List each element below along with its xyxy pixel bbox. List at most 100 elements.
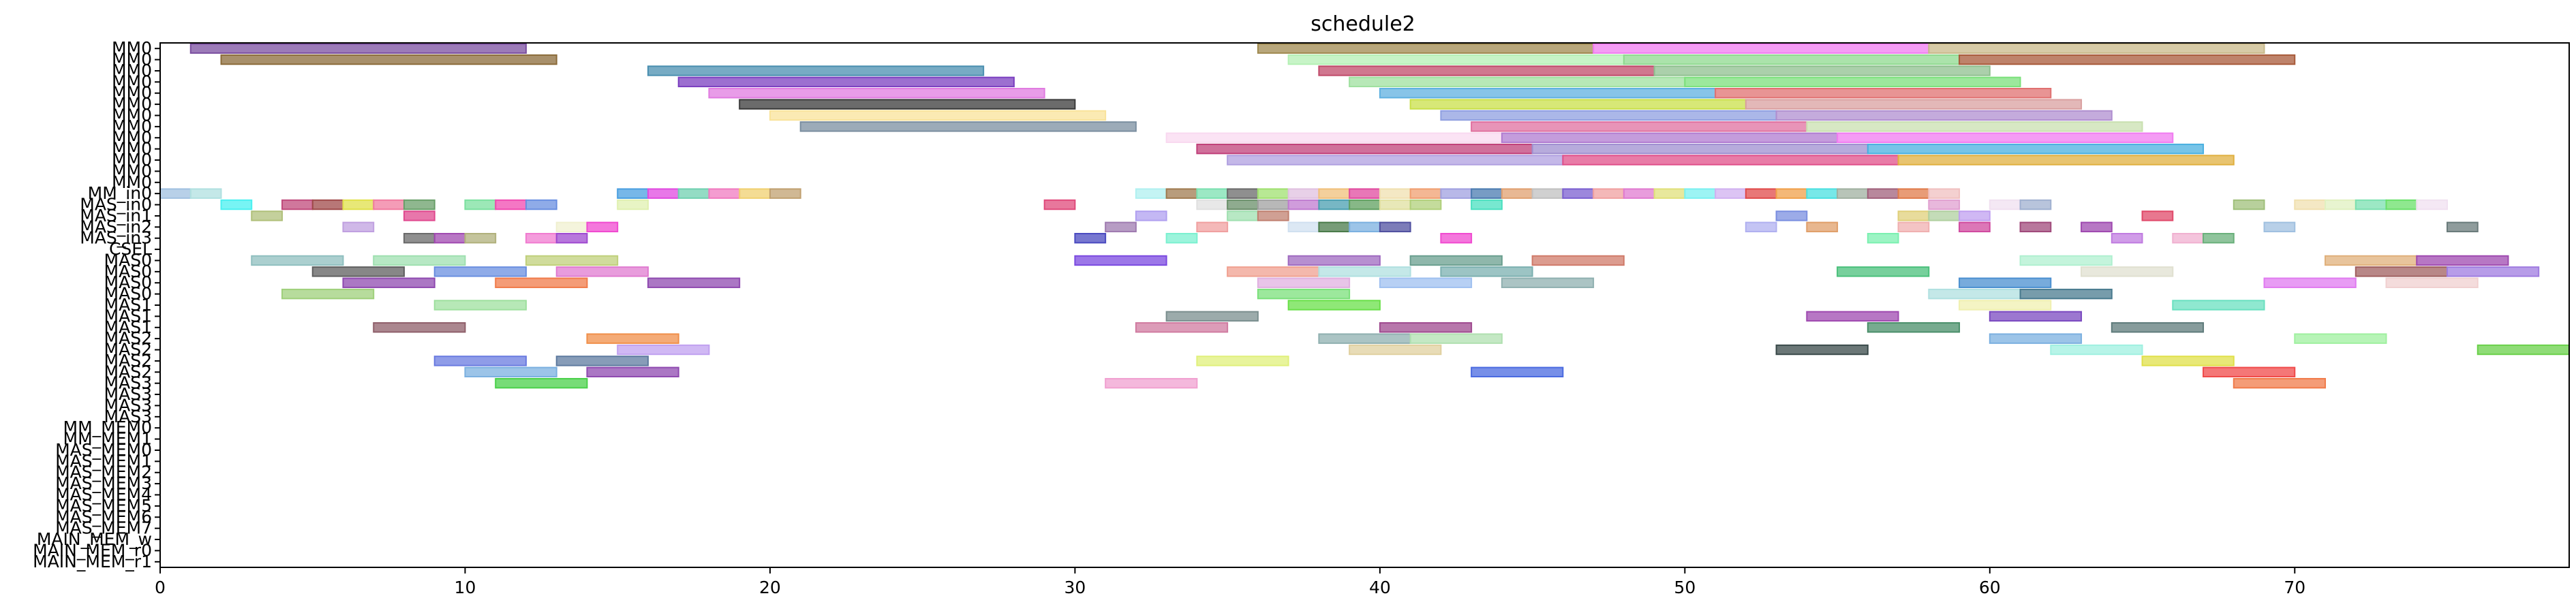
gantt-bar (1349, 188, 1381, 199)
gantt-bar (1287, 300, 1381, 311)
gantt-bar (1379, 199, 1411, 210)
gantt-bar (1653, 65, 1991, 76)
gantt-bar (2019, 288, 2113, 300)
y-tick-label: MAS_in1 (80, 206, 152, 225)
gantt-bar (1165, 132, 1503, 143)
gantt-bar (647, 65, 985, 76)
y-tick-label: MAS1 (104, 306, 152, 326)
x-tick-label: 0 (155, 578, 166, 597)
gantt-bar (1928, 43, 2265, 54)
y-tick-label: MM0 (112, 139, 152, 159)
gantt-bar (1928, 288, 2021, 300)
gantt-bar (677, 76, 1015, 88)
gantt-bar (1593, 188, 1625, 199)
gantt-bar (1379, 88, 1717, 99)
gantt-bar (189, 188, 222, 199)
y-tick-label: MAIN_MEM_r1 (33, 552, 152, 571)
gantt-bar (464, 199, 497, 210)
y-axis: MM0MM0MM0MM0MM0MM0MM0MM0MM0MM0MM0MM0MM0M… (33, 38, 160, 571)
gantt-bar (1440, 232, 1473, 244)
gantt-bar (342, 277, 435, 288)
gantt-bar (342, 221, 375, 233)
gantt-bar (1531, 143, 1869, 155)
gantt-bar (1318, 65, 1655, 76)
gantt-bar (1379, 188, 1411, 199)
gantt-bar (2172, 300, 2265, 311)
y-tick-label: CSEL (109, 239, 152, 259)
gantt-bar (1562, 188, 1595, 199)
gantt-bar (1196, 199, 1229, 210)
y-tick-label: MM_MEM1 (63, 429, 152, 449)
gantt-bar (2203, 366, 2296, 378)
y-tick-label: MAS_MEM7 (55, 518, 152, 538)
gantt-bar (1501, 277, 1595, 288)
gantt-bar (2325, 255, 2418, 266)
gantt-bar (281, 199, 313, 210)
y-tick-label: MM0 (112, 150, 152, 170)
gantt-bar (1227, 188, 1259, 199)
gantt-bar (1135, 188, 1167, 199)
gantt-bar (677, 188, 710, 199)
gantt-bar (1806, 221, 1839, 233)
gantt-bar (220, 54, 557, 65)
gantt-bar (1867, 232, 1899, 244)
gantt-bar (2233, 199, 2265, 210)
gantt-bar (2081, 221, 2113, 233)
gantt-bar (1287, 199, 1320, 210)
gantt-bar (1775, 210, 1808, 221)
gantt-bar (1349, 221, 1381, 233)
gantt-bar (799, 121, 1137, 132)
gantt-bar (373, 199, 405, 210)
gantt-bar (1959, 221, 1991, 233)
gantt-bar (1928, 199, 1961, 210)
gantt-bar (1531, 188, 1564, 199)
gantt-bar (2385, 199, 2418, 210)
gantt-bar (2416, 255, 2509, 266)
gantt-bar (220, 199, 253, 210)
gantt-bar (1928, 188, 1961, 199)
gantt-bar (1440, 188, 1473, 199)
gantt-bar (433, 300, 527, 311)
gantt-bar (1165, 188, 1198, 199)
y-tick-label: MAS_in2 (80, 217, 152, 236)
gantt-bar (1806, 311, 1899, 322)
gantt-bar (1897, 221, 1930, 233)
gantt-bar (1959, 54, 2296, 65)
gantt-bar (1257, 188, 1289, 199)
gantt-bar (525, 255, 619, 266)
gantt-bar (1196, 356, 1289, 366)
gantt-bar (1379, 221, 1411, 233)
gantt-bar (1653, 188, 1686, 199)
y-tick-label: MAS_in0 (80, 195, 152, 215)
gantt-bar (617, 344, 710, 356)
y-tick-label: MAS_MEM3 (55, 473, 152, 493)
gantt-bar (1959, 277, 2052, 288)
gantt-bar (2141, 356, 2235, 366)
gantt-bar (1196, 188, 1229, 199)
gantt-bar (1440, 266, 1533, 277)
gantt-bar (1989, 333, 2083, 344)
gantt-bar (1897, 210, 1930, 221)
gantt-bar (1074, 255, 1167, 266)
gantt-bar (1257, 277, 1351, 288)
y-tick-label: MAS2 (104, 328, 152, 348)
gantt-bar (1745, 99, 2083, 110)
gantt-bar (251, 210, 283, 221)
plot-frame (159, 42, 2570, 568)
gantt-bar (2325, 199, 2357, 210)
gantt-bar (1287, 54, 1625, 65)
gantt-bar (525, 232, 557, 244)
gantt-bar (1257, 43, 1595, 54)
gantt-bar (1745, 188, 1777, 199)
gantt-bar (1867, 143, 2205, 155)
gantt-bar (1257, 210, 1289, 221)
gantt-bar (1227, 155, 1564, 166)
gantt-bar (1501, 132, 1839, 143)
y-tick-label: MAS_in3 (80, 228, 152, 248)
gantt-bar (1715, 88, 2052, 99)
gantt-bar (555, 266, 649, 277)
gantt-bar (1715, 188, 1747, 199)
y-tick-label: MAS_MEM6 (55, 507, 152, 526)
gantt-bar (2019, 199, 2052, 210)
gantt-bar (1897, 155, 2235, 166)
